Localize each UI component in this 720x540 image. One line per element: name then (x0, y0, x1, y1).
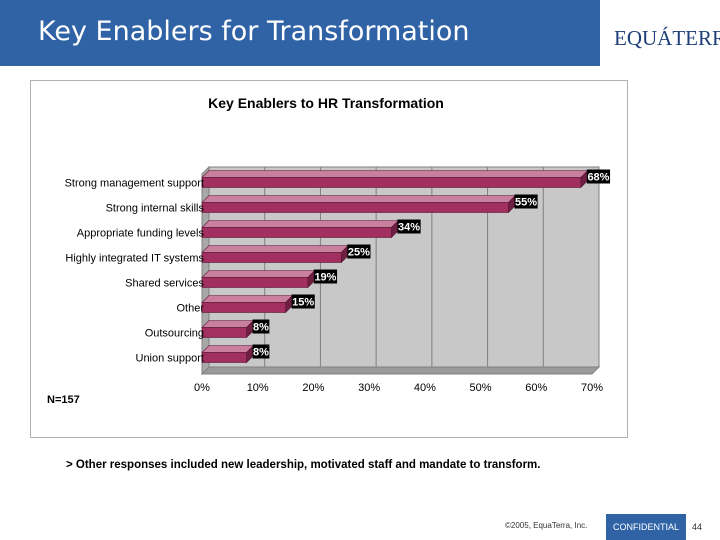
data-label: 34% (398, 222, 420, 234)
bar-chart: Key Enablers to HR Transformation 0% 10% 2… (47, 95, 611, 406)
chart-frame: Key Enablers to HR Transformation 0% 10% 2… (30, 80, 628, 438)
data-label-bg (291, 294, 315, 309)
data-label-bg (313, 269, 338, 284)
data-label: 68% (587, 172, 609, 184)
sample-size-label: N=157 (47, 394, 80, 406)
bar (201, 327, 247, 338)
bar (201, 227, 392, 238)
data-label: 55% (515, 197, 537, 209)
bar (201, 252, 342, 263)
x-tick-label: 40% (414, 382, 436, 394)
data-label: 25% (348, 247, 370, 259)
data-label: 19% (314, 272, 336, 284)
data-label: 8% (253, 347, 269, 359)
bar-top (201, 270, 316, 278)
x-tick-label: 60% (525, 382, 547, 394)
data-label: 15% (292, 297, 314, 309)
bar-top (201, 220, 400, 228)
x-tick-label: 30% (358, 382, 380, 394)
bar-top (201, 295, 294, 303)
bar-top (201, 170, 589, 178)
category-label: Appropriate funding levels (77, 228, 205, 240)
bar (201, 202, 509, 213)
bar (201, 177, 582, 188)
chart-title: Key Enablers to HR Transformation (208, 95, 444, 111)
data-label-bg (252, 319, 270, 334)
x-tick-label: 70% (581, 382, 603, 394)
x-tick-label: 10% (247, 382, 269, 394)
x-tick-label: 0% (194, 382, 210, 394)
bar (201, 302, 286, 313)
data-label-bg (586, 169, 611, 184)
bar-top (201, 345, 255, 353)
category-label: Union support (136, 353, 205, 365)
category-label: Shared services (125, 278, 204, 290)
bar-top (201, 245, 350, 253)
data-label-bg (347, 244, 371, 259)
category-label: Strong internal skills (106, 203, 205, 215)
x-tick-label: 50% (470, 382, 492, 394)
x-tick-label: 20% (302, 382, 324, 394)
bar (201, 277, 309, 288)
category-label: Other (176, 303, 204, 315)
plot-floor (200, 366, 601, 375)
category-label: Outsourcing (145, 328, 204, 340)
category-label: Strong management support (65, 178, 204, 190)
bar-top (201, 195, 517, 203)
page-number: 44 (692, 522, 703, 532)
bar-top (201, 320, 255, 328)
confidential-badge: CONFIDENTIAL (606, 514, 686, 540)
company-logo: EQUÁTERRA (614, 26, 720, 50)
data-label-bg (514, 194, 538, 209)
data-label: 8% (253, 322, 269, 334)
slide-header: Key Enablers for Transformation (0, 0, 600, 66)
copyright-text: ©2005, EquaTerra, Inc. (505, 521, 588, 530)
footnote: > Other responses included new leadershi… (66, 459, 541, 471)
category-label: Highly integrated IT systems (65, 253, 204, 265)
data-label-bg (397, 219, 421, 234)
data-label-bg (252, 344, 270, 359)
bar (201, 352, 247, 363)
slide-title: Key Enablers for Transformation (38, 16, 470, 47)
